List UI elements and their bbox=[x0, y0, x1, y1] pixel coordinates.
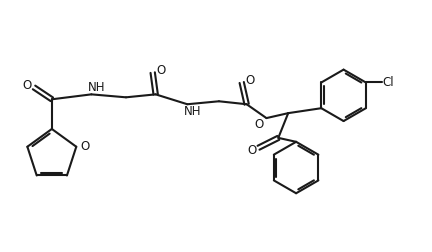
Text: NH: NH bbox=[88, 81, 105, 94]
Text: O: O bbox=[245, 74, 254, 87]
Text: NH: NH bbox=[184, 105, 201, 118]
Text: O: O bbox=[156, 64, 165, 77]
Text: O: O bbox=[254, 117, 263, 131]
Text: O: O bbox=[247, 144, 256, 157]
Text: Cl: Cl bbox=[383, 76, 394, 89]
Text: O: O bbox=[22, 79, 32, 92]
Text: O: O bbox=[80, 140, 90, 153]
